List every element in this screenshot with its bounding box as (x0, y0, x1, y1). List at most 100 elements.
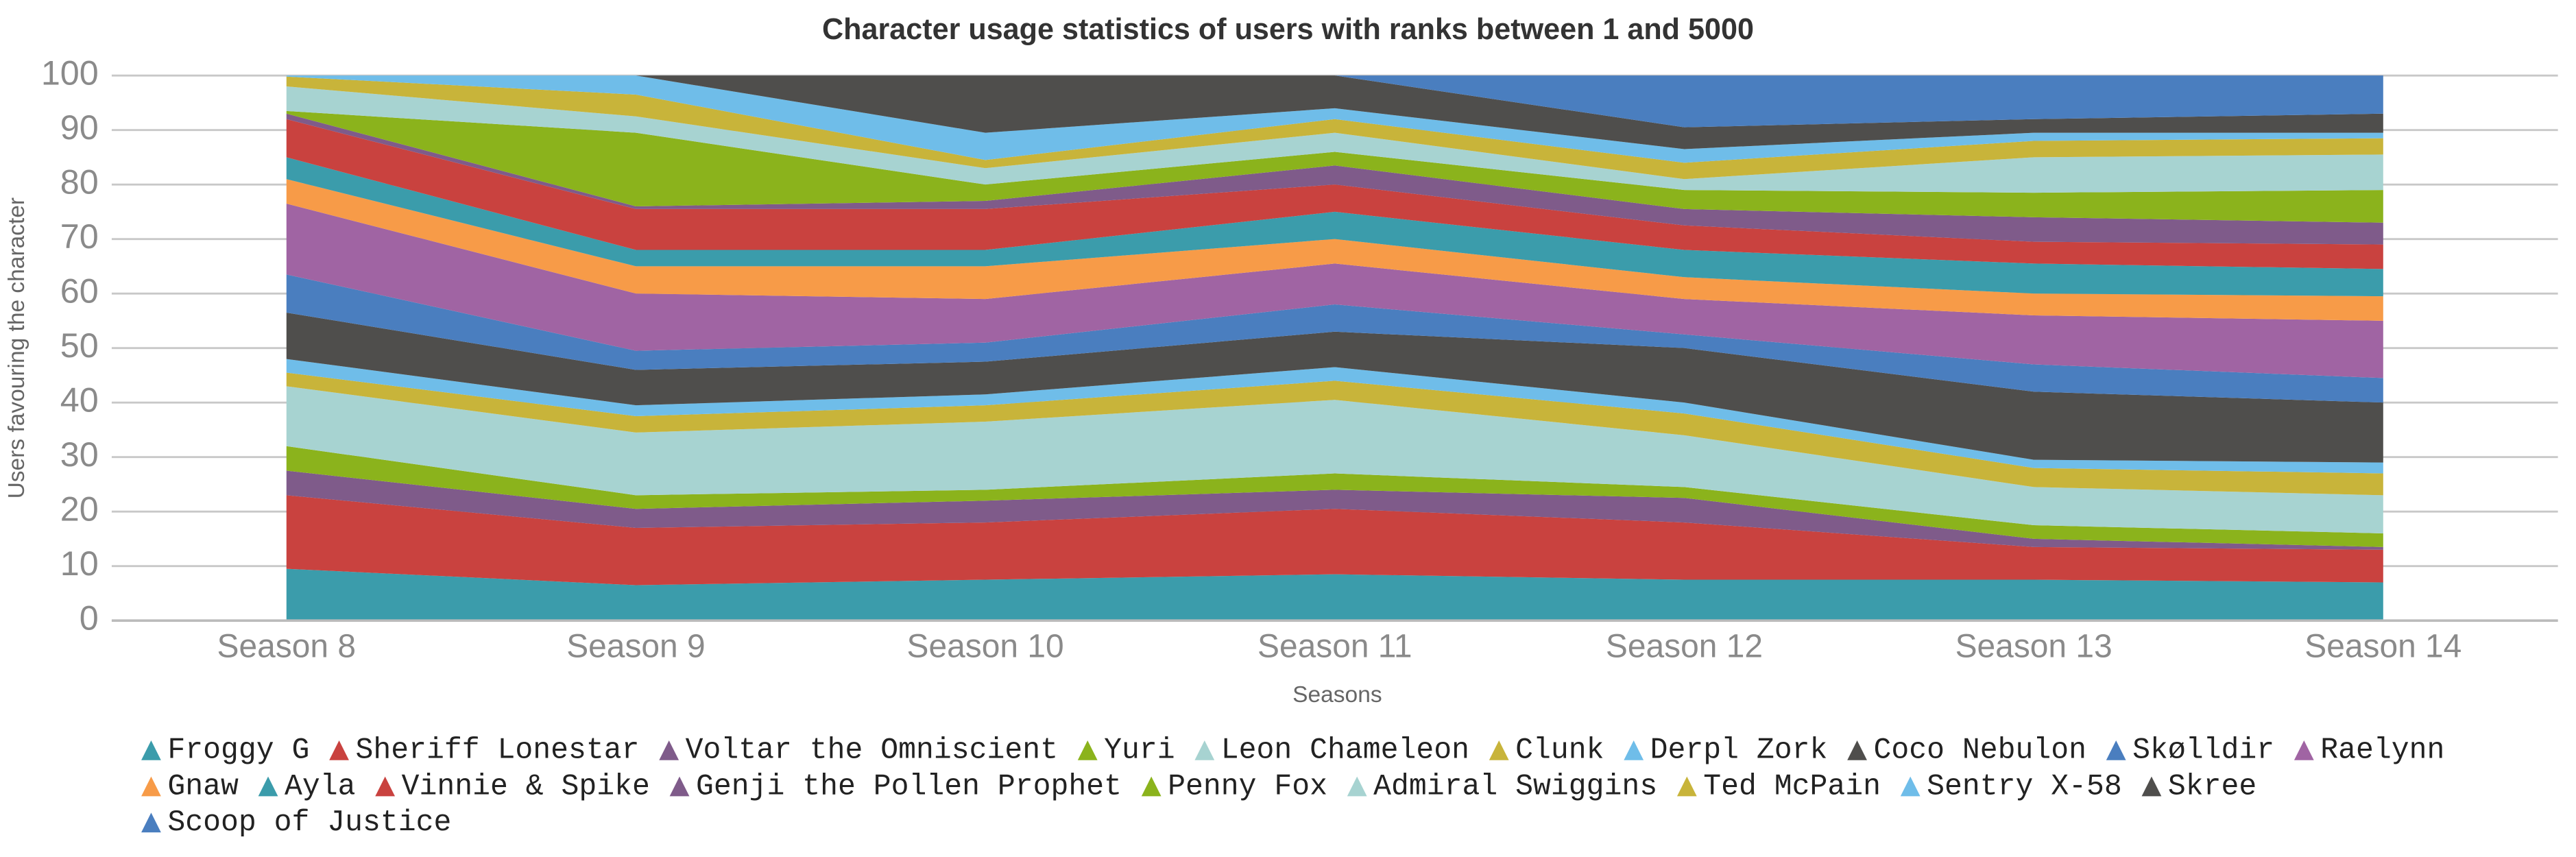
y-tick-label: 100 (41, 53, 99, 92)
area (286, 372, 2383, 496)
legend-label: Vinnie & Spike (402, 769, 650, 803)
legend-label: Admiral Swiggins (1373, 769, 1657, 803)
legend-item: Raelynn (2294, 734, 2444, 767)
area (286, 76, 2383, 180)
area (286, 179, 2383, 321)
x-tick-label: Season 10 (907, 629, 1064, 665)
plot-area (286, 75, 2383, 621)
legend-marker (1141, 776, 1161, 797)
legend-label: Sheriff Lonestar (356, 734, 640, 767)
y-tick-label: 30 (60, 435, 99, 474)
area (286, 203, 2383, 378)
area (286, 75, 2383, 149)
area (286, 495, 2383, 586)
area (286, 312, 2383, 463)
area (286, 75, 2383, 163)
legend-label: Coco Nebulon (1874, 734, 2087, 767)
legend-item: Sheriff Lonestar (329, 734, 640, 767)
legend-marker (375, 776, 396, 797)
legend-marker (1900, 776, 1921, 797)
legend-label: Voltar the Omniscient (686, 734, 1058, 767)
x-tick-label: Season 14 (2304, 629, 2461, 665)
area (286, 113, 2383, 245)
legend-label: Ayla (285, 769, 356, 803)
legend-marker (1624, 740, 1644, 760)
legend-marker (2106, 740, 2126, 760)
y-tick-label: 70 (60, 217, 99, 256)
area (286, 470, 2383, 550)
legend-marker (329, 740, 349, 760)
axes: 0 10 20 30 40 50 60 70 80 90 100 Season 8 Season 9 Se… (41, 53, 2558, 665)
legend-item: Admiral Swiggins (1347, 769, 1657, 803)
legend-label: Clunk (1515, 734, 1604, 767)
legend-label: Skree (2168, 769, 2256, 803)
y-tick-label: 40 (60, 380, 99, 419)
legend-marker (1347, 776, 1367, 797)
legend-marker (141, 740, 161, 760)
legend-label: Yuri (1104, 734, 1175, 767)
legend-item: Yuri (1077, 734, 1175, 767)
legend-item: Leon Chameleon (1194, 734, 1469, 767)
legend-item: Derpl Zork (1624, 734, 1827, 767)
legend-item: Scoop of Justice (141, 806, 451, 839)
legend-item: Penny Fox (1141, 769, 1327, 803)
legend-label: Raelynn (2320, 734, 2444, 767)
legend-label: Ted McPain (1703, 769, 1881, 803)
y-tick-label: 80 (60, 162, 99, 201)
legend-item: Froggy G (141, 734, 309, 767)
legend-item: Clunk (1489, 734, 1604, 767)
legend-marker (1077, 740, 1098, 760)
legend-marker (141, 812, 161, 833)
legend-item: Sentry X-58 (1900, 769, 2122, 803)
legend-item: Ayla (258, 769, 356, 803)
y-axis-title: Users favouring the character (4, 197, 29, 499)
legend-marker (669, 776, 690, 797)
legend-label: Derpl Zork (1650, 734, 1828, 767)
legend-item: Genji the Pollen Prophet (669, 769, 1122, 803)
legend-marker (1676, 776, 1697, 797)
legend-marker (2141, 776, 2162, 797)
legend-label: Sentry X-58 (1927, 769, 2122, 803)
legend-item: Gnaw (141, 769, 239, 803)
x-tick-label: Season 9 (566, 629, 705, 665)
y-tick-label: 50 (60, 326, 99, 365)
legend-item: Ted McPain (1676, 769, 1881, 803)
area (286, 119, 2383, 269)
y-tick-label: 90 (60, 108, 99, 147)
area (286, 110, 2383, 223)
legend-marker (1489, 740, 1509, 760)
y-tick-label: 10 (60, 544, 99, 583)
legend-marker (1194, 740, 1215, 760)
legend-label: Gnaw (167, 769, 239, 803)
legend-marker (2294, 740, 2314, 760)
legend-marker (1847, 740, 1867, 760)
legend-item: Skølldir (2106, 734, 2274, 767)
chart-title: Character usage statistics of users with… (822, 13, 1754, 46)
x-tick-label: Season 13 (1955, 629, 2112, 665)
legend-label: Penny Fox (1168, 769, 1327, 803)
area (286, 86, 2383, 193)
area (286, 274, 2383, 403)
area (286, 446, 2383, 547)
area (286, 386, 2383, 533)
legend-item: Vinnie & Spike (375, 769, 650, 803)
legend-label: Skølldir (2132, 734, 2274, 767)
legend-label: Genji the Pollen Prophet (696, 769, 1122, 803)
legend-marker (258, 776, 278, 797)
x-tick-label: Season 12 (1606, 629, 1763, 665)
legend-marker (659, 740, 679, 760)
y-tick-label: 0 (80, 598, 99, 637)
legend-item: Skree (2141, 769, 2256, 803)
x-tick-label: Season 8 (217, 629, 356, 665)
area (286, 568, 2383, 621)
legend-label: Leon Chameleon (1221, 734, 1469, 767)
legend-label: Scoop of Justice (167, 806, 451, 839)
x-axis-title: Seasons (1292, 682, 1382, 708)
area (286, 157, 2383, 297)
legend: Froggy G Sheriff Lonestar Voltar the Omnis… (141, 734, 2444, 839)
x-tick-label: Season 11 (1257, 629, 1412, 665)
legend-marker (141, 776, 161, 797)
legend-label: Froggy G (167, 734, 309, 767)
area (286, 359, 2383, 474)
